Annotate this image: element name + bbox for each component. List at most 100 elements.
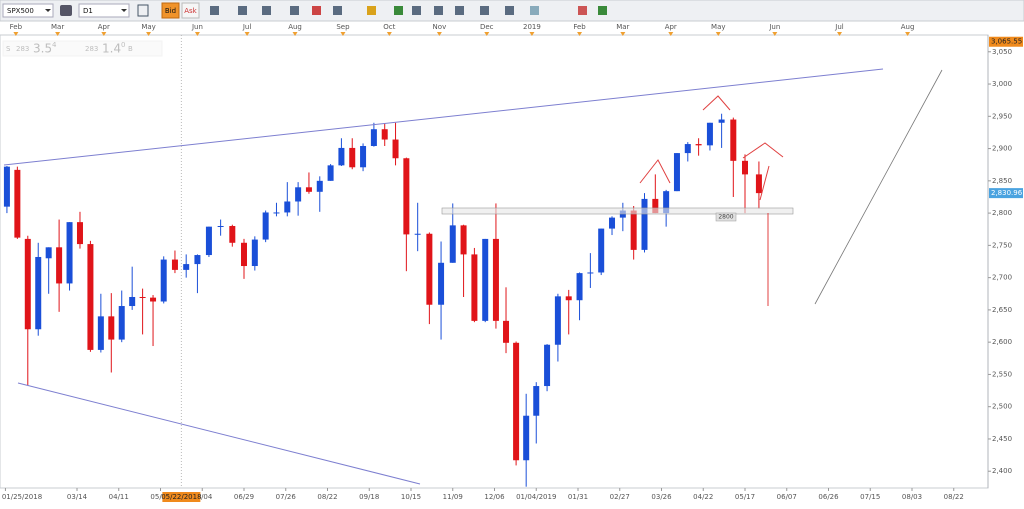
buy-main: 1.4 <box>102 42 121 56</box>
candle-body <box>229 226 236 243</box>
icon[interactable] <box>505 6 514 15</box>
candle-body <box>139 296 146 298</box>
candle-body <box>492 238 499 321</box>
candle-body <box>523 415 530 461</box>
candle-body <box>24 238 31 330</box>
buy-big: 283 <box>85 45 98 53</box>
dropdown-arrow <box>45 9 51 12</box>
candle-body <box>3 166 10 207</box>
pattern-line <box>702 95 731 111</box>
candle-body <box>262 212 269 240</box>
icon[interactable] <box>394 6 403 15</box>
month-marker <box>436 32 442 36</box>
month-marker <box>668 32 674 36</box>
y-tick-label: 2,400 <box>992 467 1012 475</box>
icon[interactable] <box>333 6 342 15</box>
projection-line <box>814 69 943 305</box>
candle-body <box>630 210 637 250</box>
candle-body <box>273 212 280 214</box>
buy-pip: 0 <box>121 41 125 49</box>
month-label: Mar <box>616 23 629 31</box>
icon[interactable] <box>578 6 587 15</box>
sell-main: 3.5 <box>33 42 52 56</box>
candle-body <box>742 160 748 175</box>
candle-body <box>129 296 136 307</box>
candle-body <box>284 201 291 213</box>
month-label: May <box>141 23 155 31</box>
icon[interactable] <box>262 6 271 15</box>
month-label: Nov <box>433 23 447 31</box>
candle-body <box>14 169 21 238</box>
month-marker <box>101 32 107 36</box>
crosshair-date: 05/22/2018 <box>161 493 201 501</box>
icon[interactable] <box>238 6 247 15</box>
icon[interactable] <box>598 6 607 15</box>
month-marker <box>620 32 626 36</box>
icon[interactable] <box>137 4 149 17</box>
candle-body <box>609 217 616 229</box>
month-label: Feb <box>573 23 586 31</box>
icon[interactable] <box>210 6 219 15</box>
last-price: 2,830.96 <box>991 189 1023 197</box>
month-marker <box>484 32 490 36</box>
icon[interactable] <box>412 6 421 15</box>
candle-body <box>381 129 388 140</box>
candle-body <box>66 222 73 284</box>
candle-body <box>755 174 762 194</box>
icon[interactable] <box>455 6 464 15</box>
candle-body <box>482 238 489 321</box>
month-marker <box>292 32 298 36</box>
candle-body <box>513 342 520 461</box>
month-label: Jun <box>768 23 780 31</box>
month-marker <box>13 32 19 36</box>
symbol: SPX500 <box>7 7 34 15</box>
candle-body <box>35 256 42 330</box>
candle-body <box>460 225 467 255</box>
month-label: Dec <box>480 23 494 31</box>
timeframe-select[interactable] <box>78 3 130 18</box>
candle-body <box>544 344 551 387</box>
y-tick-label: 2,550 <box>992 370 1012 378</box>
candle-body <box>251 239 258 267</box>
crosshair-price-bg <box>989 36 1023 47</box>
symbol-select[interactable] <box>2 3 54 18</box>
x-tick-label: 06/29 <box>234 493 254 501</box>
x-tick-label: 01/04/2019 <box>516 493 556 501</box>
trendline <box>3 68 884 166</box>
month-label: Sep <box>336 23 350 31</box>
icon[interactable] <box>290 6 299 15</box>
icon[interactable] <box>60 5 72 16</box>
quote-overlay: S 283 3.5 4 283 1.4 0 B <box>2 40 163 57</box>
x-tick-label: 04/22 <box>693 493 713 501</box>
candle-body <box>438 262 445 305</box>
month-label: Aug <box>288 23 302 31</box>
icon[interactable] <box>530 6 539 15</box>
candle-body <box>295 187 302 202</box>
candle-body <box>205 226 212 256</box>
timeframe: D1 <box>83 7 93 15</box>
candle-body <box>370 129 377 146</box>
ask-button[interactable] <box>181 2 200 19</box>
y-tick-label: 2,850 <box>992 177 1012 185</box>
icon[interactable] <box>434 6 443 15</box>
icon[interactable] <box>312 6 321 15</box>
month-label: Oct <box>383 23 395 31</box>
bid-button[interactable] <box>161 2 180 19</box>
month-marker <box>55 32 61 36</box>
y-tick-label: 2,500 <box>992 403 1012 411</box>
candle-body <box>718 119 725 123</box>
month-label: Jun <box>191 23 203 31</box>
icon[interactable] <box>367 6 376 15</box>
candle-body <box>565 296 572 301</box>
month-label: Jul <box>242 23 252 31</box>
month-marker <box>386 32 392 36</box>
y-tick-label: 2,800 <box>992 209 1012 217</box>
y-tick-label: 2,700 <box>992 274 1012 282</box>
sell-pip: 4 <box>52 41 57 49</box>
month-marker <box>715 32 721 36</box>
candle-body <box>194 255 201 265</box>
icon[interactable] <box>480 6 489 15</box>
x-tick-label: 02/27 <box>610 493 630 501</box>
x-tick-label: 03/14 <box>67 493 88 501</box>
